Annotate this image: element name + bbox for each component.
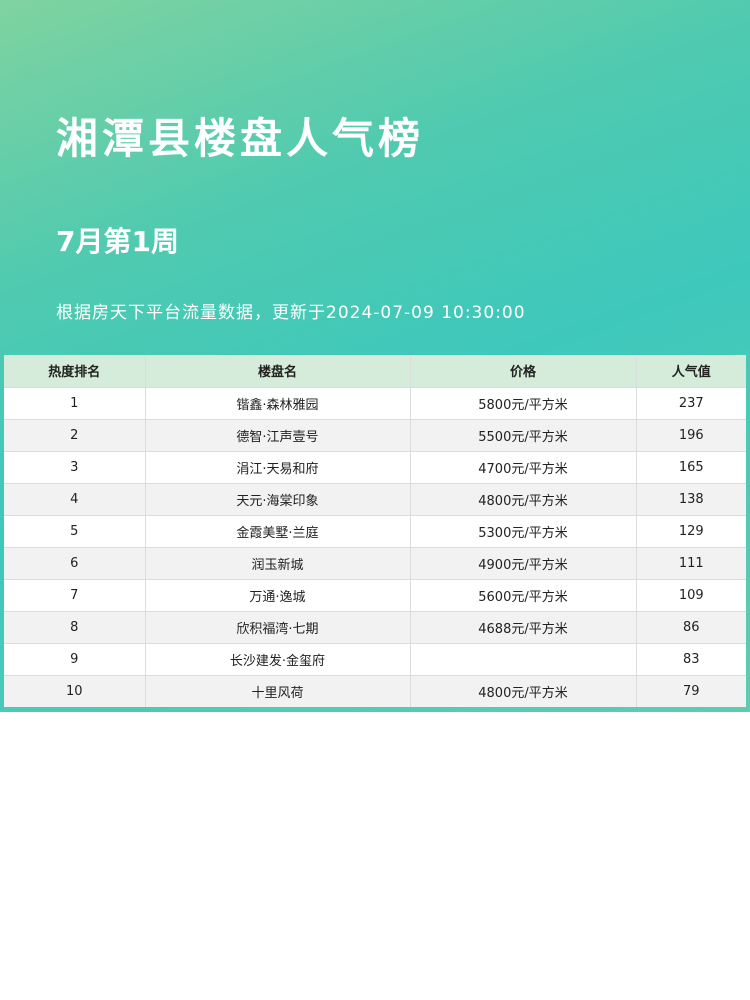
page-title: 湘潭县楼盘人气榜: [56, 114, 425, 163]
name-cell: 润玉新城: [145, 546, 411, 579]
price-cell: [410, 642, 637, 675]
table-header-row: 热度排名 楼盘名 价格 人气值: [4, 355, 746, 387]
popularity-cell: 111: [636, 546, 746, 579]
popularity-cell: 129: [636, 514, 746, 547]
popularity-cell: 79: [636, 674, 746, 707]
popularity-cell: 196: [636, 418, 746, 451]
name-cell: 涓江·天易和府: [145, 450, 411, 483]
name-cell: 金霞美墅·兰庭: [145, 514, 411, 547]
popularity-cell: 86: [636, 610, 746, 643]
table-row: 5 金霞美墅·兰庭 5300元/平方米 129: [4, 514, 746, 547]
price-cell: 4700元/平方米: [410, 450, 637, 483]
price-cell: 4900元/平方米: [410, 546, 637, 579]
table-row: 3 涓江·天易和府 4700元/平方米 165: [4, 450, 746, 483]
rank-cell: 8: [4, 610, 146, 643]
price-cell: 5500元/平方米: [410, 418, 637, 451]
popularity-cell: 109: [636, 578, 746, 611]
table-row: 9 长沙建发·金玺府 83: [4, 642, 746, 675]
week-label: 7月第1周: [56, 225, 179, 258]
table-row: 4 天元·海棠印象 4800元/平方米 138: [4, 482, 746, 515]
name-cell: 天元·海棠印象: [145, 482, 411, 515]
name-cell: 德智·江声壹号: [145, 418, 411, 451]
rank-cell: 1: [4, 386, 146, 419]
name-cell: 欣积福湾·七期: [145, 610, 411, 643]
rank-cell: 4: [4, 482, 146, 515]
table-row: 7 万通·逸城 5600元/平方米 109: [4, 578, 746, 611]
table-row: 1 锴鑫·森林雅园 5800元/平方米 237: [4, 386, 746, 419]
rank-cell: 5: [4, 514, 146, 547]
popularity-cell: 237: [636, 386, 746, 419]
col-rank: 热度排名: [4, 355, 146, 387]
table-row: 6 润玉新城 4900元/平方米 111: [4, 546, 746, 579]
popularity-cell: 165: [636, 450, 746, 483]
rank-cell: 6: [4, 546, 146, 579]
update-note: 根据房天下平台流量数据，更新于2024-07-09 10:30:00: [56, 303, 526, 323]
ranking-table: 热度排名 楼盘名 价格 人气值 1 锴鑫·森林雅园 5800元/平方米 237 2 德智·…: [4, 355, 746, 707]
rank-cell: 10: [4, 674, 146, 707]
popularity-cell: 138: [636, 482, 746, 515]
name-cell: 十里风荷: [145, 674, 411, 707]
price-cell: 4800元/平方米: [410, 674, 637, 707]
rank-cell: 7: [4, 578, 146, 611]
price-cell: 5600元/平方米: [410, 578, 637, 611]
name-cell: 长沙建发·金玺府: [145, 642, 411, 675]
table-row: 10 十里风荷 4800元/平方米 79: [4, 674, 746, 707]
name-cell: 锴鑫·森林雅园: [145, 386, 411, 419]
table-row: 8 欣积福湾·七期 4688元/平方米 86: [4, 610, 746, 643]
table-row: 2 德智·江声壹号 5500元/平方米 196: [4, 418, 746, 451]
price-cell: 5300元/平方米: [410, 514, 637, 547]
col-popularity: 人气值: [636, 355, 746, 387]
rank-cell: 2: [4, 418, 146, 451]
name-cell: 万通·逸城: [145, 578, 411, 611]
rank-cell: 9: [4, 642, 146, 675]
price-cell: 4688元/平方米: [410, 610, 637, 643]
rank-cell: 3: [4, 450, 146, 483]
popularity-cell: 83: [636, 642, 746, 675]
price-cell: 5800元/平方米: [410, 386, 637, 419]
col-name: 楼盘名: [145, 355, 411, 387]
col-price: 价格: [410, 355, 637, 387]
price-cell: 4800元/平方米: [410, 482, 637, 515]
